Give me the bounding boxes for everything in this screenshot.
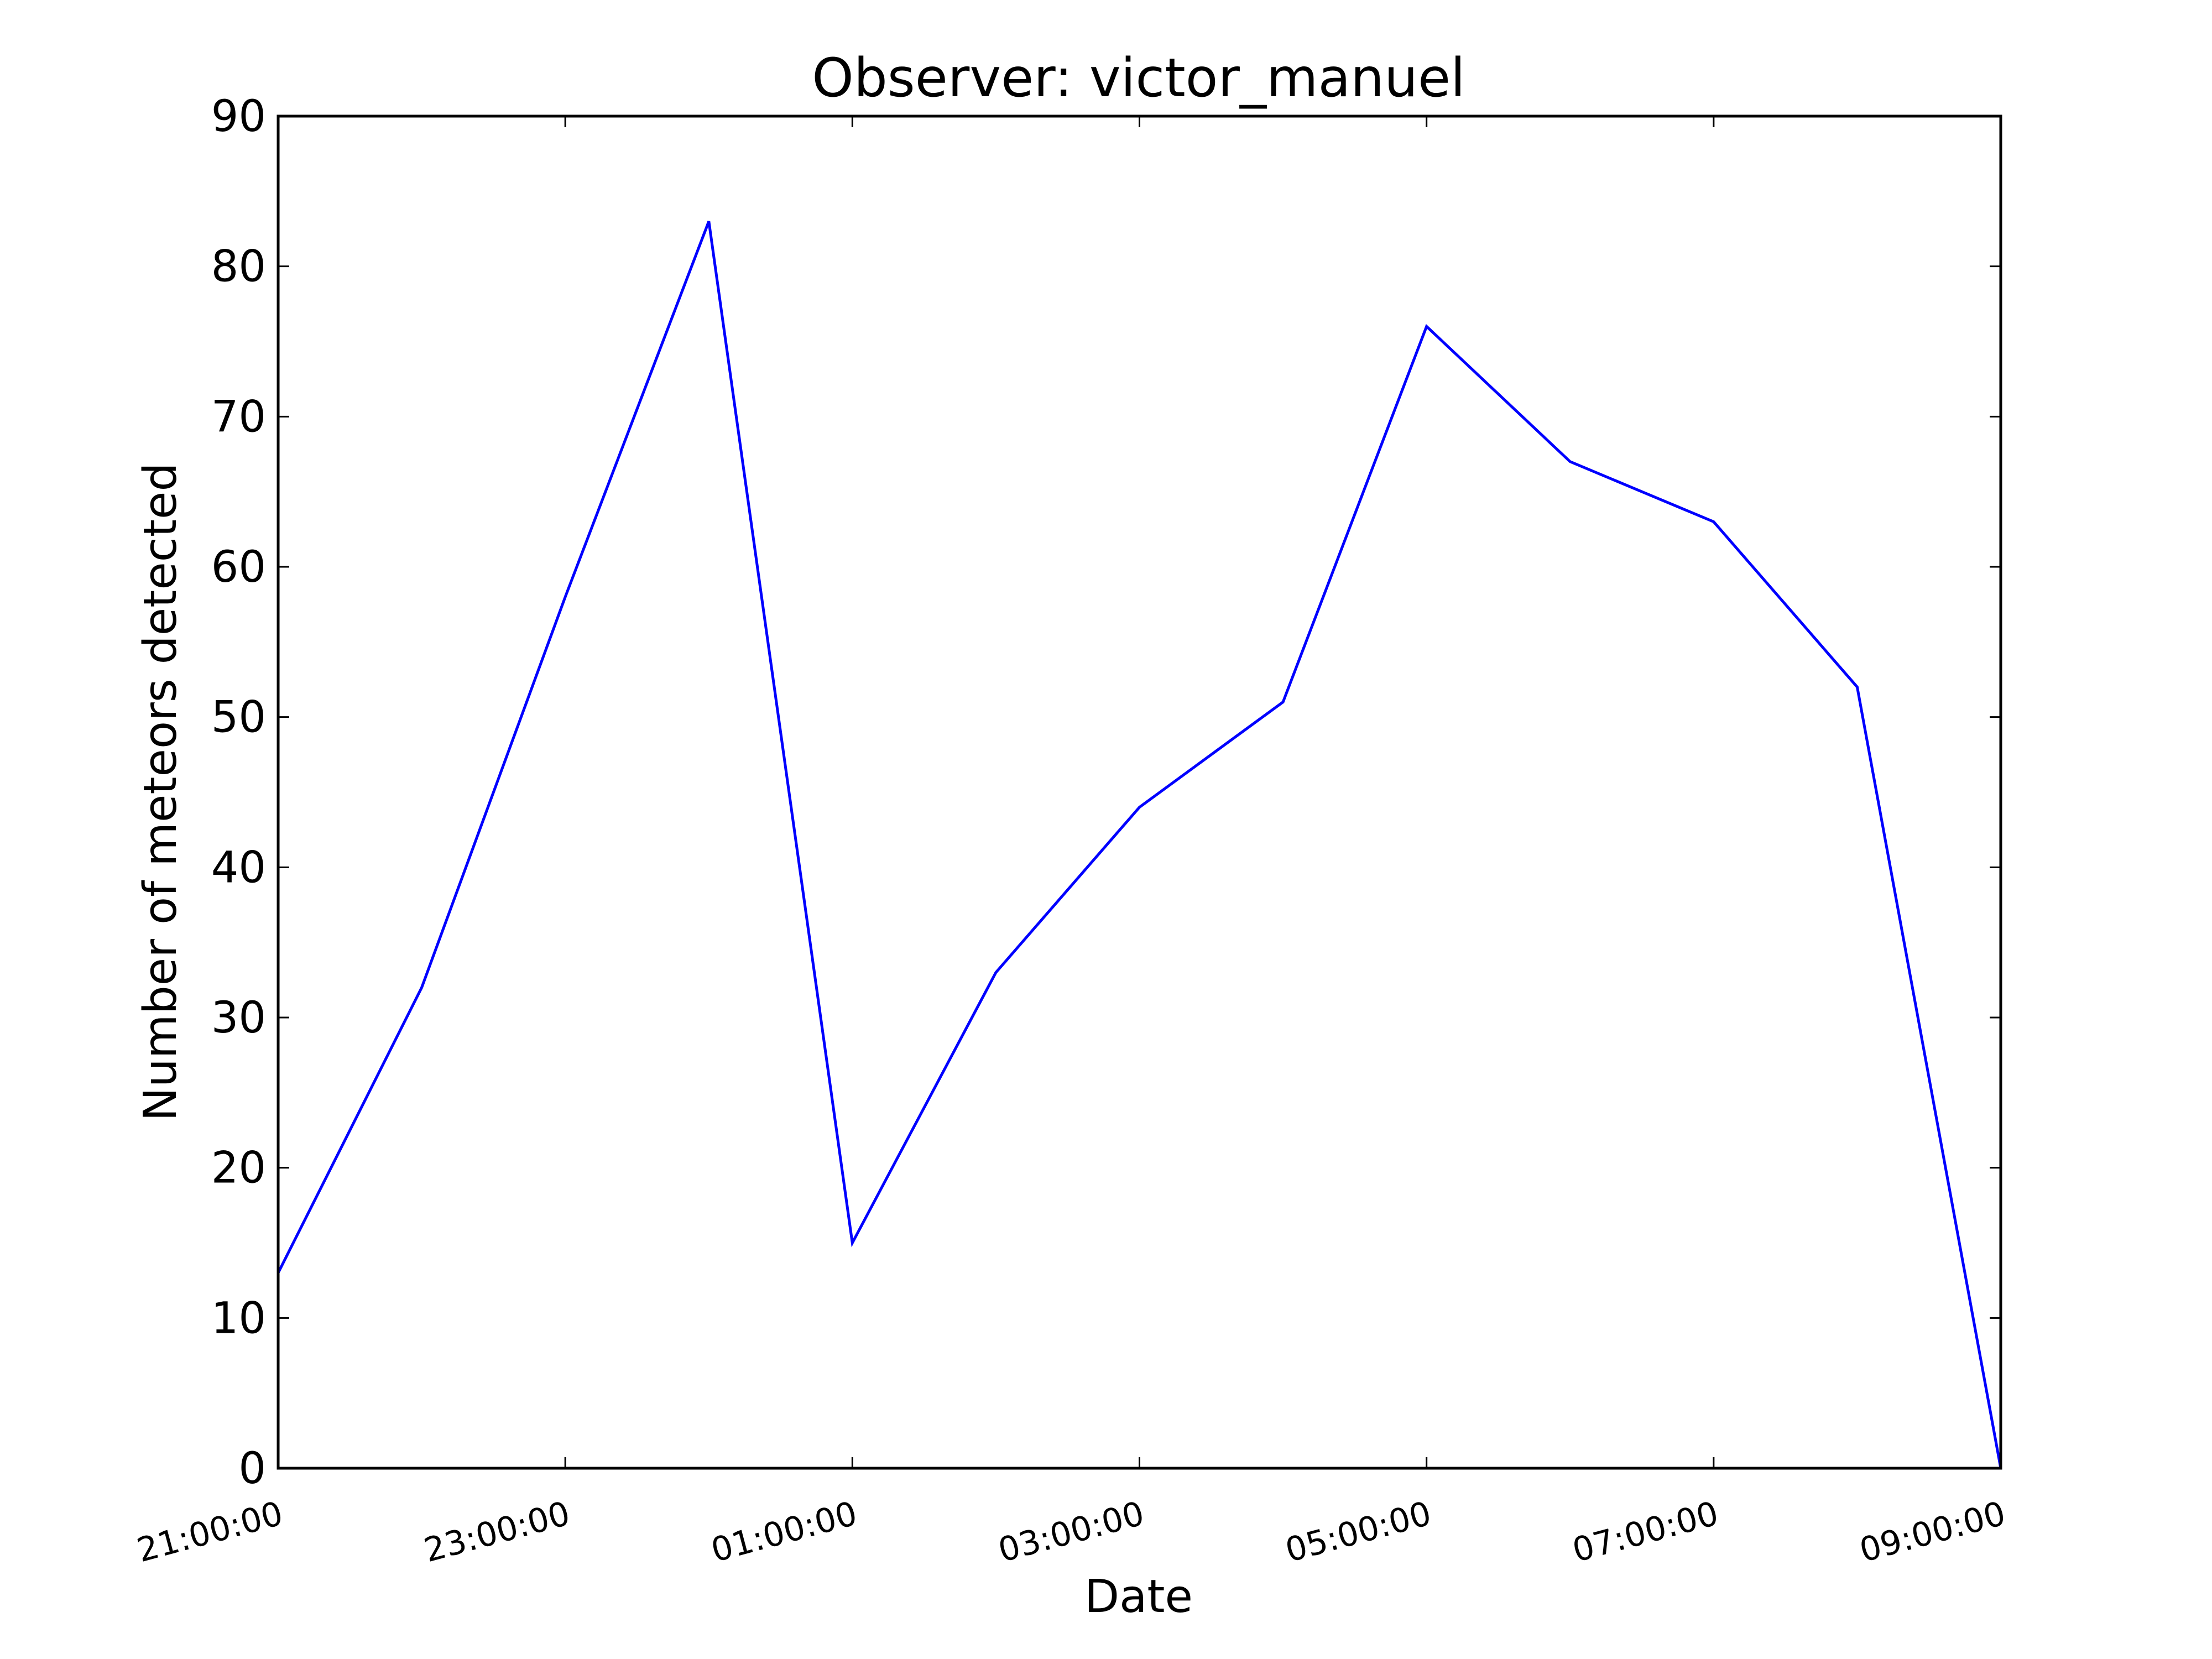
y-tick-label: 10 (211, 1293, 266, 1343)
y-axis-label: Number of meteors detected (134, 462, 187, 1121)
data-point (1570, 461, 1571, 462)
y-tick-label: 0 (238, 1444, 266, 1494)
x-tick-label: 09:00:00 (1855, 1494, 2009, 1570)
data-point (1426, 326, 1427, 327)
plot-frame (276, 114, 2002, 1470)
ticks (277, 115, 2002, 1469)
x-tick-label: 01:00:00 (707, 1494, 861, 1570)
y-tick-label: 60 (211, 542, 266, 592)
x-tick-label: 23:00:00 (420, 1494, 574, 1570)
plot-area (278, 116, 2001, 1468)
y-tick-label: 30 (211, 993, 266, 1043)
series-line (276, 221, 2002, 1469)
chart-title: Observer: victor_manuel (812, 47, 1465, 109)
x-axis-label: Date (1084, 1571, 1193, 1623)
y-tick-label: 80 (211, 242, 266, 292)
y-tick-label: 70 (211, 392, 266, 442)
x-tick-label: 07:00:00 (1568, 1494, 1722, 1570)
data-point (1713, 521, 1714, 522)
y-tick-label: 90 (211, 92, 266, 142)
data-point (995, 972, 996, 973)
series (276, 221, 2002, 1469)
y-tick-label: 50 (211, 693, 266, 743)
data-point (421, 987, 422, 988)
y-tick-label: 40 (211, 843, 266, 893)
x-tick-label: 21:00:00 (133, 1494, 286, 1570)
x-tick-label: 03:00:00 (994, 1494, 1148, 1570)
x-tick-label: 05:00:00 (1281, 1494, 1435, 1570)
data-point (708, 221, 709, 222)
y-tick-label: 20 (211, 1144, 266, 1193)
